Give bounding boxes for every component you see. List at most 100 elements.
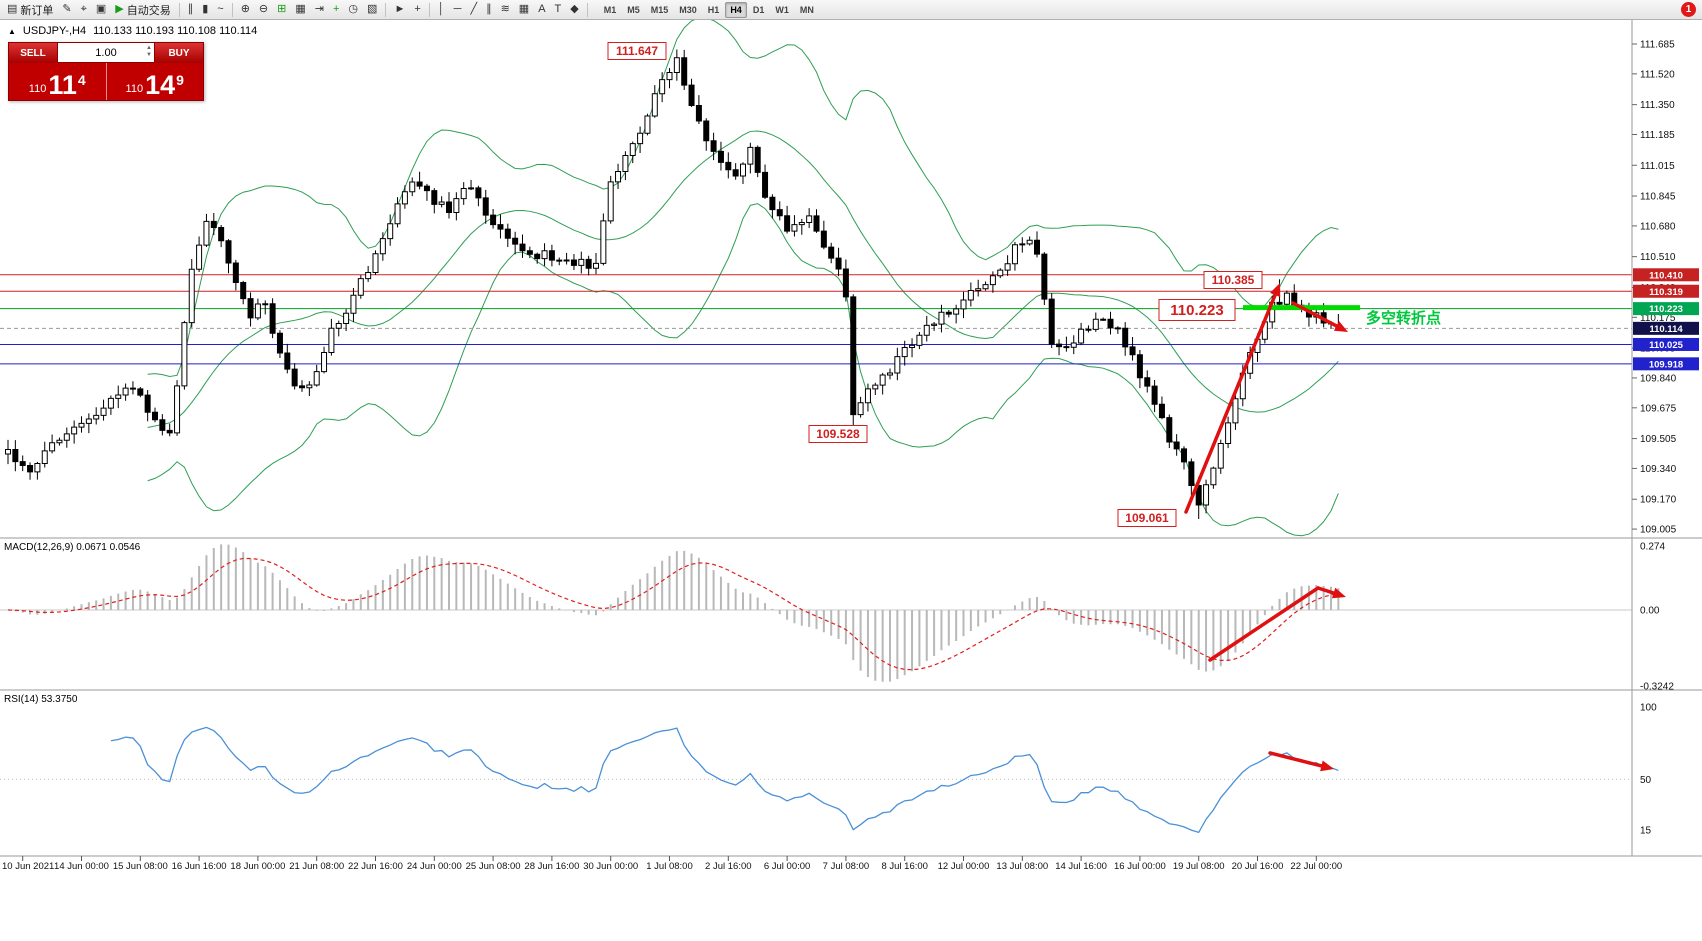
time-axis-label: 15 Jun 08:00 — [113, 861, 168, 872]
shapes-tool-icon-glyph: ◆ — [570, 3, 579, 15]
price-pane[interactable]: 111.647 110.385 110.223 109.528 109.061 多空转折点 — [0, 20, 1632, 537]
time-axis-label: 22 Jun 16:00 — [348, 861, 403, 872]
crosshair-tool-icon[interactable]: ⌖ — [77, 1, 91, 18]
text-tool-icon[interactable]: A — [534, 1, 549, 18]
chart-tools-icon[interactable]: ✎ — [58, 1, 75, 18]
candlestick-chart-icon-glyph: ▮ — [202, 3, 209, 15]
vertical-line-tool-icon[interactable]: │ — [434, 1, 449, 18]
sell-price[interactable]: 110 11 4 — [9, 63, 107, 100]
spinner-down-icon[interactable]: ▼ — [146, 51, 152, 58]
timeframe-d1[interactable]: D1 — [752, 4, 765, 15]
timeframe-h1[interactable]: H1 — [707, 4, 720, 15]
macd-pane[interactable]: MACD(12,26,9) 0.0671 0.0546 — [0, 542, 1632, 682]
time-axis-label: 13 Jul 08:00 — [996, 861, 1048, 872]
autotrading-button[interactable]: ▶ 自动交易 — [111, 1, 174, 18]
volume-spinner[interactable]: ▲ ▼ — [146, 45, 152, 58]
auto-arrange-icon[interactable]: ▦ — [291, 1, 309, 18]
time-axis-label: 16 Jul 00:00 — [1114, 861, 1166, 872]
fibonacci-tool-icon[interactable]: ≋ — [497, 1, 514, 18]
time-axis-label: 30 Jun 00:00 — [583, 861, 638, 872]
price-scale-tick: 111.350 — [1640, 100, 1675, 111]
cursor-tool-icon[interactable]: ► — [390, 1, 409, 18]
toolbar-separator — [231, 2, 233, 17]
time-axis-label: 16 Jun 16:00 — [172, 861, 227, 872]
new-order-button[interactable]: ▤ 新订单 — [3, 1, 57, 18]
price-scale-tick: 110.510 — [1640, 252, 1676, 263]
sell-price-sup: 4 — [77, 72, 86, 88]
price-badge-text: 110.114 — [1649, 324, 1683, 335]
crosshair-icon[interactable]: + — [410, 1, 424, 18]
autotrading-glyph: ▶ — [115, 3, 124, 15]
timeframe-m1[interactable]: M1 — [603, 4, 617, 15]
trendline-tool-icon[interactable]: ╱ — [466, 1, 481, 18]
rsi-scale-tick: 50 — [1640, 775, 1652, 786]
price-callout-box — [1117, 509, 1177, 527]
horizontal-line-tool-icon[interactable]: ─ — [450, 1, 466, 18]
time-axis-label: 20 Jul 16:00 — [1232, 861, 1284, 872]
timeframe-mn[interactable]: MN — [799, 4, 814, 15]
time-axis-label: 2 Jul 16:00 — [705, 861, 751, 872]
timeframe-m5[interactable]: M5 — [627, 4, 640, 15]
chart-header: ▲ USDJPY-,H4 110.133 110.193 110.108 110… — [8, 25, 257, 37]
volume-input[interactable]: 1.00 ▲ ▼ — [58, 43, 154, 63]
bull-candles — [5, 57, 1334, 506]
price-scale-tick: 110.845 — [1640, 192, 1676, 203]
channel-tool-icon[interactable]: ∥ — [482, 1, 496, 18]
timeframe-w1[interactable]: W1 — [775, 4, 789, 15]
timeframe-m30[interactable]: M30 — [679, 4, 697, 15]
zoom-out-button[interactable]: ⊖ — [255, 1, 272, 18]
sell-button[interactable]: SELL — [9, 43, 58, 63]
crosshair-icon-glyph: + — [414, 3, 421, 15]
price-callout-text: 109.528 — [816, 427, 860, 441]
bar-chart-icon[interactable]: ∥ — [184, 1, 198, 18]
rsi-scale-tick: 100 — [1640, 703, 1657, 714]
chart-shift-icon-glyph: ⇥ — [314, 3, 324, 15]
scripts-icon[interactable]: ▣ — [92, 1, 110, 18]
tile-windows-icon[interactable]: ⊞ — [273, 1, 290, 18]
shapes-tool-icon[interactable]: ◆ — [566, 1, 582, 18]
chart-shift-icon[interactable]: ⇥ — [311, 1, 328, 18]
add-indicator-button[interactable]: + — [329, 1, 343, 18]
time-axis-label: 10 Jun 2021 — [2, 861, 54, 872]
sell-price-big: 11 — [48, 70, 77, 101]
time-axis[interactable]: 10 Jun 2021 14 Jun 00:00 15 Jun 08:00 16 Ju… — [2, 856, 1342, 872]
chart-canvas[interactable]: 111.647 110.385 110.223 109.528 109.061 多空转折点… — [0, 20, 1702, 941]
rsi-pane[interactable]: RSI(14) 53.3750 — [0, 694, 1632, 834]
toolbar-separator — [385, 2, 387, 17]
time-axis-label: 18 Jun 00:00 — [230, 861, 285, 872]
timeframe-m15[interactable]: M15 — [650, 4, 669, 15]
period-cycle-icon[interactable]: ◷ — [344, 1, 362, 18]
toolbar-separator — [428, 2, 430, 17]
label-tool-icon-glyph: T — [554, 3, 562, 15]
line-chart-icon[interactable]: ~ — [213, 1, 227, 18]
macd-signal-line — [7, 557, 1339, 671]
label-tool-icon[interactable]: T — [551, 1, 566, 18]
grid-icon-glyph: ▦ — [518, 3, 530, 15]
price-scale-tick: 111.685 — [1640, 40, 1675, 51]
price-scale[interactable]: 111.685 111.520 111.350 111.185 111.015 110.8… — [1631, 20, 1699, 856]
notification-badge[interactable]: 1 — [1681, 2, 1696, 17]
bollinger-upper-band — [147, 20, 1339, 377]
templates-icon[interactable]: ▧ — [363, 1, 381, 18]
time-axis-label: 12 Jul 00:00 — [938, 861, 990, 872]
price-badge — [1633, 302, 1699, 316]
timeframe-h4[interactable]: H4 — [725, 1, 747, 18]
chart-area[interactable]: 111.647 110.385 110.223 109.528 109.061 多空转折点… — [0, 20, 1702, 941]
buy-price[interactable]: 110 14 9 — [107, 63, 204, 100]
scripts-icon-glyph: ▣ — [95, 3, 107, 15]
grid-icon[interactable]: ▦ — [515, 1, 533, 18]
price-badge-text: 110.223 — [1649, 304, 1683, 315]
price-scale-tick: 111.015 — [1640, 161, 1675, 172]
toolbar: ▤ 新订单 ✎ ⌖ ▣ ▶ 自动交易 ∥ ▮ ~ ⊕ ⊖ ⊞ ▦ ⇥ + ◷ ▧ ► + │ ─ ╱ ∥ ≋ ▦ A T ◆ M1 M5 M… — [0, 0, 1702, 20]
price-callout-text: 111.647 — [616, 44, 658, 58]
buy-button[interactable]: BUY — [154, 43, 203, 63]
vertical-line-tool-icon-glyph: │ — [437, 3, 445, 15]
price-callout-box — [1158, 299, 1236, 321]
bollinger-lower-band — [147, 203, 1339, 537]
spinner-up-icon[interactable]: ▲ — [146, 45, 152, 51]
price-badge-text: 109.918 — [1649, 359, 1683, 370]
zoom-in-button[interactable]: ⊕ — [237, 1, 254, 18]
candlestick-chart-icon[interactable]: ▮ — [198, 1, 212, 18]
price-scale-tick: 109.005 — [1640, 525, 1677, 536]
panel-separators — [0, 537, 1702, 857]
